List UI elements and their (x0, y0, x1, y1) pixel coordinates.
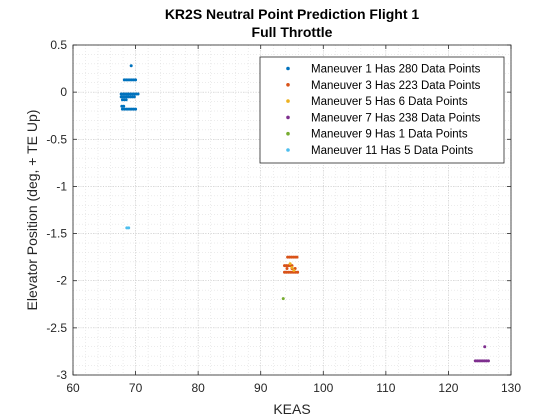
y-tick-label: -1.5 (46, 227, 67, 241)
y-axis-label: Elevator Position (deg, + TE Up) (24, 110, 40, 311)
data-point-series-1 (129, 64, 133, 68)
y-tick-label: -0.5 (46, 132, 67, 146)
legend-entry-label: Maneuver 3 Has 223 Data Points (311, 80, 481, 92)
x-tick-label: 130 (501, 381, 521, 395)
data-point-series-6 (127, 226, 131, 230)
legend-entry-label: Maneuver 11 Has 5 Data Points (311, 145, 473, 157)
data-point-series-3 (292, 268, 296, 272)
data-point-series-1 (134, 78, 138, 82)
data-point-series-1 (134, 107, 138, 111)
chart-title: KR2S Neutral Point Prediction Flight 1 (165, 6, 420, 22)
x-axis-label: KEAS (273, 401, 310, 417)
data-point-series-2 (295, 255, 299, 259)
y-tick-label: 0 (60, 85, 67, 99)
x-tick-label: 60 (66, 381, 80, 395)
x-tick-label: 70 (129, 381, 143, 395)
legend-entry-label: Maneuver 5 Has 6 Data Points (311, 96, 468, 108)
legend-marker (286, 66, 290, 71)
data-point-series-4 (486, 359, 490, 363)
data-point-series-2 (285, 266, 289, 270)
data-point-series-3 (290, 266, 294, 270)
x-tick-label: 110 (376, 381, 395, 395)
legend-box (259, 56, 505, 164)
legend: Maneuver 1 Has 280 Data Points Maneuver 3… (259, 56, 505, 164)
x-tick-label: 90 (254, 381, 268, 395)
data-point-series-3 (288, 262, 292, 266)
legend-marker (286, 131, 290, 136)
legend-entry-label: Maneuver 7 Has 238 Data Points (311, 112, 481, 124)
legend-marker (286, 83, 290, 87)
plot-frame (72, 44, 512, 376)
chart-subtitle: Full Throttle (252, 24, 333, 40)
x-tick-label: 120 (438, 381, 458, 395)
legend-marker (286, 115, 290, 120)
data-point-series-1 (136, 92, 140, 96)
legend-entry-label: Maneuver 9 Has 1 Data Points (311, 129, 468, 141)
data-point-series-1 (122, 104, 126, 108)
data-point-series-1 (124, 98, 128, 102)
data-point-series-2 (296, 270, 300, 274)
data-point-series-1 (132, 95, 136, 99)
legend-entry-label: Maneuver 1 Has 280 Data Points (311, 64, 481, 76)
y-tick-label: -1 (56, 179, 67, 193)
x-tick-label: 80 (191, 381, 205, 395)
x-tick-label: 100 (313, 381, 333, 395)
axis-ticks: 60 70 80 90 100 110 120 130 0.5 0 -0.5 -1 -1.5 -2 -2.5… (46, 38, 521, 395)
y-tick-label: -3 (56, 368, 67, 382)
legend-marker (286, 148, 290, 152)
y-tick-label: 0.5 (50, 38, 67, 52)
data-point-series-4 (483, 345, 487, 349)
y-tick-label: -2.5 (46, 321, 67, 335)
data-point-series-5 (281, 297, 285, 301)
legend-marker (286, 99, 290, 103)
y-tick-label: -2 (56, 274, 67, 288)
data-points (119, 64, 490, 363)
